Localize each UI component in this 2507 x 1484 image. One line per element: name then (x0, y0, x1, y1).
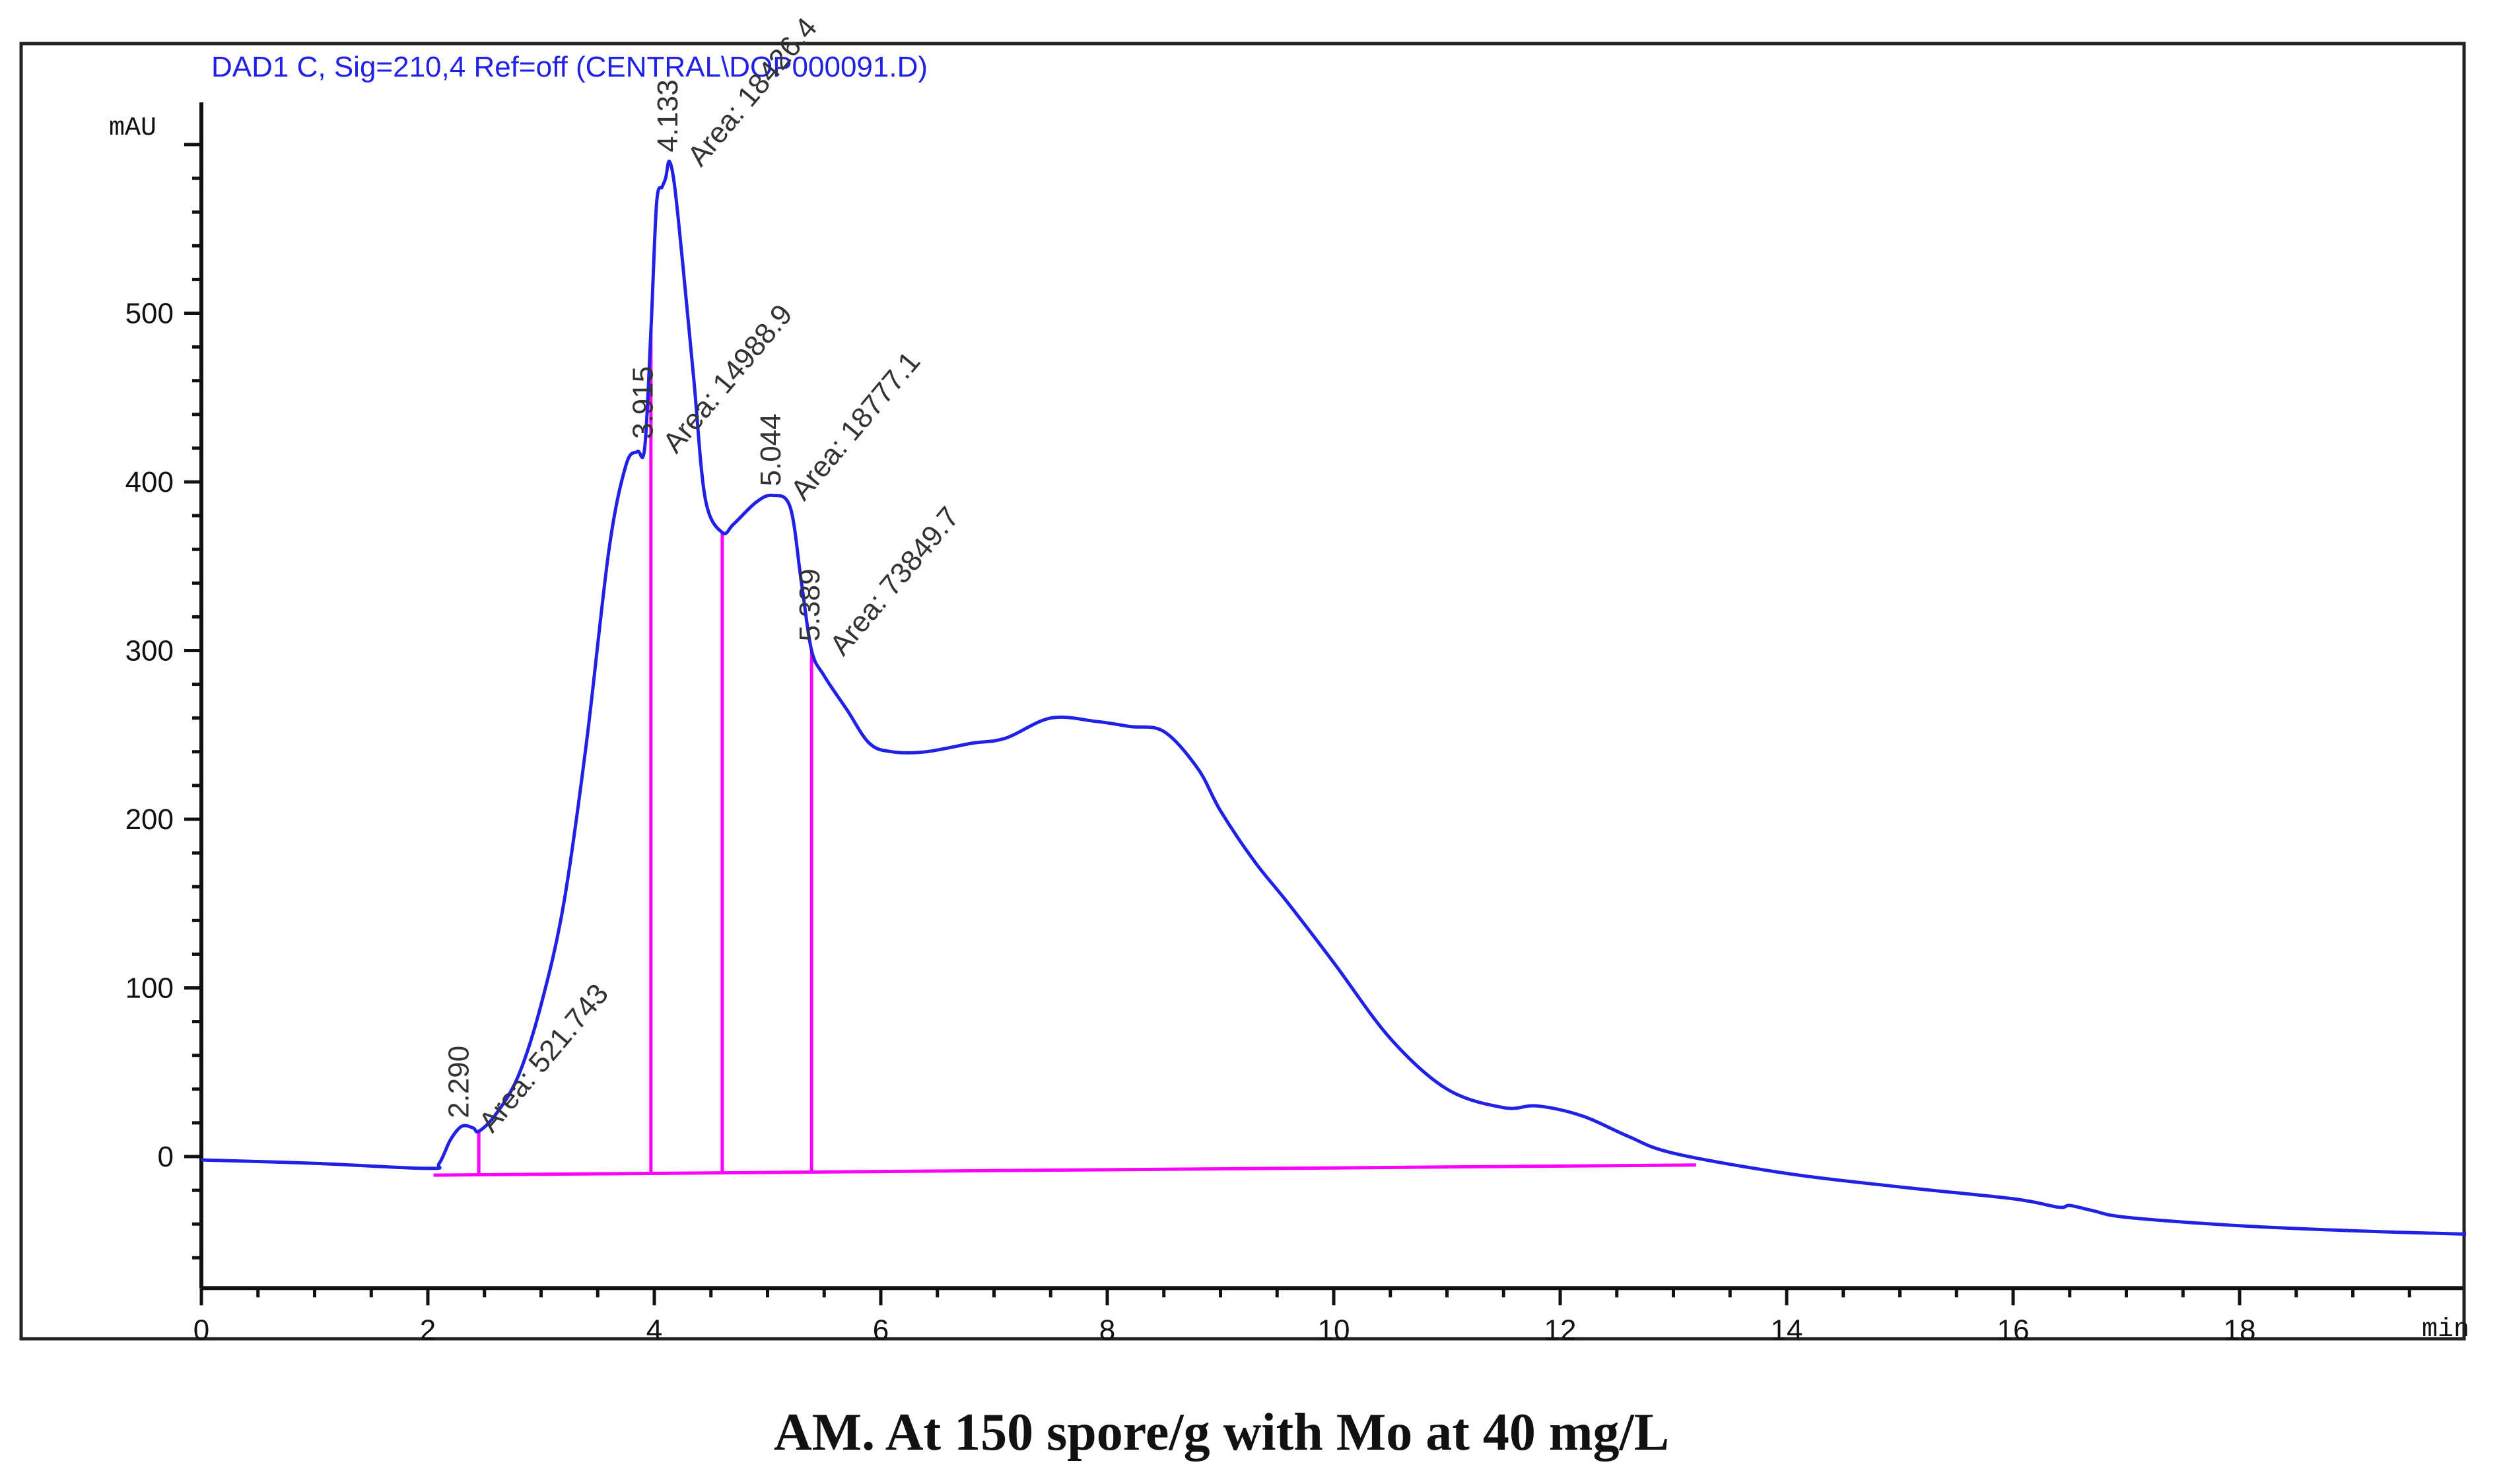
axes: 0 100 200 300 400 500 0 2 4 6 8 10 12 14 16 18 (125, 102, 2463, 1346)
x-tick-label: 18 (2224, 1314, 2256, 1346)
y-tick-label: 300 (125, 635, 174, 667)
peak-area-label: Area: 73849.7 (823, 501, 965, 661)
y-tick-label: 400 (125, 466, 174, 498)
y-tick-label: 200 (125, 803, 174, 836)
y-tick-label: 500 (125, 298, 174, 330)
x-tick-label: 0 (193, 1314, 209, 1346)
x-tick-label: 14 (1771, 1314, 1803, 1346)
peak-retention-time: 5.044 (755, 413, 787, 486)
chart-title: DAD1 C, Sig=210,4 Ref=off (CENTRAL\DOP00… (211, 51, 928, 83)
x-tick-label: 2 (420, 1314, 436, 1346)
y-tick-label: 100 (125, 972, 174, 1005)
peak-retention-time: 4.133 (652, 79, 684, 152)
plot-frame (19, 42, 2466, 1341)
peak-retention-time: 5.389 (794, 568, 826, 641)
y-axis-label: mAU (109, 114, 156, 143)
figure-caption: AM. At 150 spore/g with Mo at 40 mg/L (774, 1403, 1669, 1462)
x-tick-label: 8 (1099, 1314, 1115, 1346)
x-tick-label: 10 (1318, 1314, 1350, 1346)
x-tick-label: 4 (646, 1314, 662, 1346)
signal-trace-group (201, 159, 2467, 1236)
integration-marks (433, 330, 1696, 1177)
peak-retention-time: 3.915 (627, 366, 659, 439)
signal-trace (201, 159, 2467, 1236)
peak-area-label: Area: 18426.4 (681, 12, 823, 172)
integration-baseline (433, 1163, 1696, 1177)
x-tick-label: 12 (1544, 1314, 1577, 1346)
peak-area-label: Area: 18777.1 (784, 346, 926, 506)
x-tick-label: 6 (873, 1314, 889, 1346)
peak-area-label: Area: 521.743 (473, 978, 615, 1138)
y-tick-label: 0 (158, 1141, 174, 1173)
peak-retention-time: 2.290 (443, 1046, 475, 1118)
x-axis-label: min (2422, 1315, 2469, 1345)
x-tick-label: 16 (1997, 1314, 2030, 1346)
